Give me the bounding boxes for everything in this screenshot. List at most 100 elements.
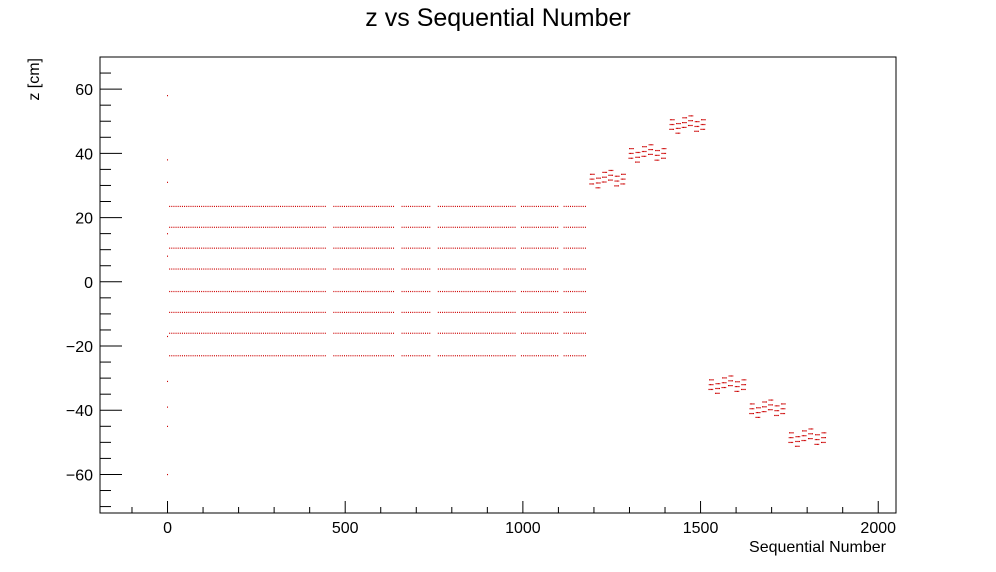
data-point bbox=[488, 355, 490, 357]
data-point bbox=[339, 247, 341, 249]
data-point bbox=[527, 290, 529, 293]
data-point bbox=[365, 311, 367, 313]
data-point bbox=[312, 290, 314, 293]
data-point bbox=[350, 205, 352, 208]
data-point bbox=[167, 406, 169, 408]
data-point bbox=[312, 268, 314, 270]
data-point bbox=[555, 355, 557, 357]
data-point bbox=[770, 404, 772, 406]
data-point bbox=[610, 174, 612, 176]
data-point bbox=[563, 332, 565, 334]
data-point bbox=[696, 130, 698, 132]
data-point bbox=[337, 226, 339, 228]
x-tick-label: 0 bbox=[163, 520, 172, 537]
data-point bbox=[241, 355, 243, 357]
data-point bbox=[277, 311, 279, 313]
data-point bbox=[407, 332, 409, 334]
data-point bbox=[446, 268, 448, 270]
data-point bbox=[469, 355, 471, 357]
data-point bbox=[275, 268, 277, 270]
data-point bbox=[482, 290, 484, 293]
data-point bbox=[459, 290, 461, 293]
data-point bbox=[478, 355, 480, 357]
data-point bbox=[442, 268, 444, 270]
data-point bbox=[580, 247, 582, 249]
data-point bbox=[209, 205, 211, 208]
data-point bbox=[273, 226, 275, 228]
data-point bbox=[499, 205, 501, 208]
data-point bbox=[602, 171, 604, 173]
data-point bbox=[371, 268, 373, 270]
data-point bbox=[388, 290, 390, 293]
data-point bbox=[305, 226, 307, 228]
data-point bbox=[621, 178, 623, 180]
data-point bbox=[811, 433, 813, 435]
data-point bbox=[167, 233, 169, 235]
data-point bbox=[439, 355, 441, 357]
data-point bbox=[179, 226, 181, 228]
data-point bbox=[454, 355, 456, 357]
data-point bbox=[684, 117, 686, 119]
data-point bbox=[171, 268, 173, 270]
data-point bbox=[186, 290, 188, 293]
data-point bbox=[337, 290, 339, 293]
data-point bbox=[503, 268, 505, 270]
data-point bbox=[297, 311, 299, 313]
data-point bbox=[290, 332, 292, 334]
data-point bbox=[410, 355, 412, 357]
data-point bbox=[292, 205, 294, 208]
data-point bbox=[752, 408, 754, 410]
data-point bbox=[465, 226, 467, 228]
data-point bbox=[465, 268, 467, 270]
data-point bbox=[497, 332, 499, 334]
data-point bbox=[286, 268, 288, 270]
data-point bbox=[484, 205, 486, 208]
data-point bbox=[567, 311, 569, 313]
data-point bbox=[456, 226, 458, 228]
data-point bbox=[239, 205, 241, 208]
data-point bbox=[324, 205, 326, 208]
data-point bbox=[271, 226, 273, 228]
data-point bbox=[493, 290, 495, 293]
data-point bbox=[718, 387, 720, 390]
data-point bbox=[535, 311, 537, 313]
data-point bbox=[486, 268, 488, 270]
data-point bbox=[548, 247, 550, 249]
data-point bbox=[732, 375, 734, 377]
data-point bbox=[184, 332, 186, 334]
data-point bbox=[685, 122, 687, 124]
data-point bbox=[497, 355, 499, 357]
data-point bbox=[233, 247, 235, 249]
data-point bbox=[252, 268, 254, 270]
data-point bbox=[493, 205, 495, 208]
data-point bbox=[684, 126, 686, 129]
data-point bbox=[584, 247, 586, 249]
data-point bbox=[599, 182, 601, 184]
data-point bbox=[211, 311, 213, 313]
y-tick-label: 20 bbox=[75, 211, 93, 228]
data-point bbox=[307, 247, 309, 249]
data-point bbox=[654, 154, 656, 156]
data-point bbox=[529, 355, 531, 357]
data-point bbox=[681, 126, 683, 129]
data-point bbox=[454, 290, 456, 293]
data-point bbox=[563, 226, 565, 228]
data-point bbox=[484, 226, 486, 228]
data-point bbox=[192, 290, 194, 293]
data-point bbox=[552, 205, 554, 208]
data-point bbox=[427, 226, 429, 228]
data-point bbox=[755, 416, 757, 419]
data-point bbox=[493, 311, 495, 313]
data-point bbox=[177, 268, 179, 270]
data-point bbox=[414, 332, 416, 334]
data-point bbox=[401, 268, 403, 270]
data-point bbox=[241, 247, 243, 249]
data-point bbox=[697, 130, 699, 132]
data-point bbox=[510, 226, 512, 228]
data-point bbox=[565, 355, 567, 357]
data-point bbox=[248, 247, 250, 249]
data-point bbox=[756, 416, 758, 419]
data-point bbox=[783, 408, 785, 410]
data-point bbox=[186, 311, 188, 313]
data-point bbox=[456, 332, 458, 334]
